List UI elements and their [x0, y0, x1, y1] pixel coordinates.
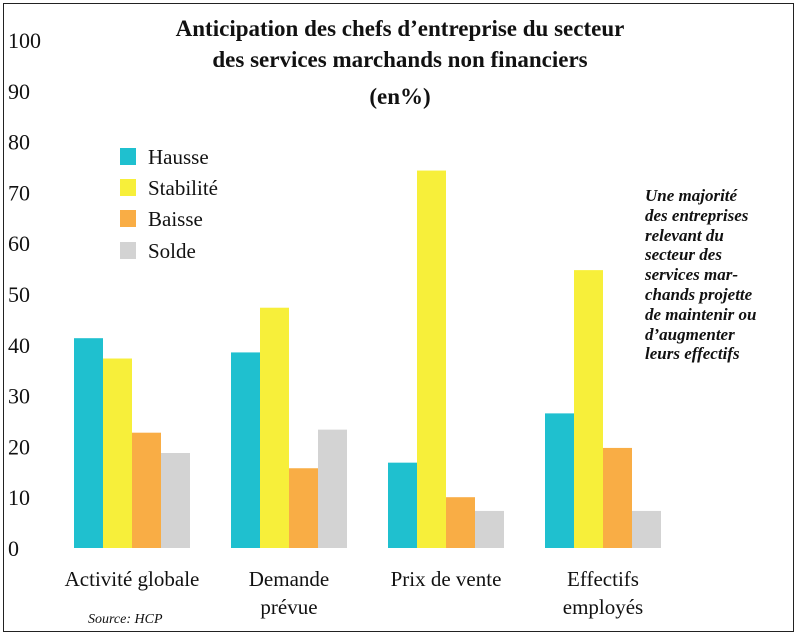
- y-tick-label: 40: [8, 333, 30, 358]
- y-tick-label: 10: [8, 485, 30, 510]
- legend-swatch-solde: [120, 242, 136, 259]
- y-tick-label: 100: [8, 28, 41, 53]
- x-tick-label: Activité globale: [65, 567, 200, 591]
- bar-hausse-1: [231, 352, 260, 548]
- bar-stabilit-2: [417, 170, 446, 548]
- bar-baisse-1: [289, 468, 318, 548]
- x-tick-label: Demande: [249, 567, 329, 591]
- note-line: leurs effectifs: [645, 344, 740, 364]
- note-line: Une majorité: [645, 186, 738, 205]
- y-tick-label: 30: [8, 384, 30, 409]
- y-tick-label: 60: [8, 231, 30, 256]
- bar-stabilit-1: [260, 307, 289, 548]
- annotation-note: Une majorité des entreprises relevant du…: [645, 186, 795, 364]
- y-tick-label: 0: [8, 536, 19, 561]
- legend-label: Solde: [148, 239, 196, 263]
- bar-solde-0: [161, 453, 190, 548]
- bar-baisse-2: [446, 497, 475, 548]
- note-line: des entreprises: [645, 205, 749, 225]
- bar-stabilit-0: [103, 358, 132, 548]
- legend-label: Baisse: [148, 207, 203, 231]
- bar-hausse-2: [388, 462, 417, 548]
- note-line: relevant du: [645, 225, 724, 245]
- note-line: d’augmenter: [645, 324, 735, 344]
- chart-title-line-1: Anticipation des chefs d’entreprise du s…: [175, 16, 625, 41]
- bar-solde-1: [318, 429, 347, 548]
- y-tick-label: 90: [8, 79, 30, 104]
- y-tick-label: 50: [8, 282, 30, 307]
- bar-baisse-3: [603, 447, 632, 548]
- x-tick-label: Prix de vente: [391, 567, 502, 591]
- bar-baisse-0: [132, 432, 161, 548]
- y-tick-label: 80: [8, 130, 30, 155]
- legend-swatch-baisse: [120, 210, 136, 227]
- chart-title-line-2: des services marchands non financiers: [212, 47, 588, 72]
- bar-stabilit-3: [574, 270, 603, 548]
- note-line: services mar-: [645, 265, 739, 285]
- note-line: chands projette: [645, 284, 753, 304]
- legend-swatch-stabilit: [120, 179, 136, 196]
- y-tick-label: 70: [8, 180, 30, 205]
- x-tick-label: Effectifs: [567, 567, 639, 591]
- legend-label: Hausse: [148, 145, 209, 169]
- bar-solde-2: [475, 510, 504, 548]
- bar-hausse-0: [74, 338, 103, 548]
- note-line: secteur des: [645, 245, 722, 265]
- legend-swatch-hausse: [120, 148, 136, 165]
- bar-hausse-3: [545, 413, 574, 548]
- x-tick-label: prévue: [260, 595, 317, 619]
- x-tick-label: employés: [563, 595, 643, 619]
- chart-title-line-3: (en%): [369, 84, 431, 109]
- bar-solde-3: [632, 510, 661, 548]
- y-tick-label: 20: [8, 434, 30, 459]
- source-note: Source: HCP: [88, 612, 163, 627]
- note-line: de maintenir ou: [645, 304, 757, 324]
- legend-label: Stabilité: [148, 176, 218, 200]
